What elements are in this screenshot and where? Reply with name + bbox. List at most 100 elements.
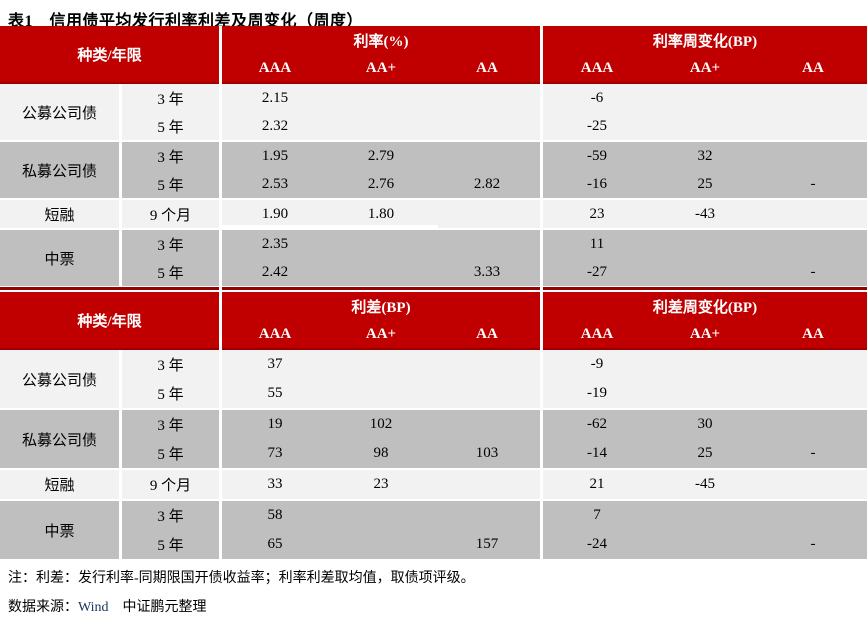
rating-header: AAA	[543, 54, 651, 82]
value-cell	[434, 350, 540, 379]
tables-container: 种类/年限 利率(%) 利率周变化(BP) AAA AAA AA+ AA+ AA AA 公募公司债…	[0, 26, 867, 559]
source-prefix: 数据来源：	[8, 600, 78, 615]
value-cell: -9	[543, 350, 651, 379]
value-cell	[759, 230, 867, 258]
value-cell: 7	[543, 501, 651, 530]
value-cell	[328, 530, 434, 559]
rating-header: AA	[434, 54, 540, 82]
value-cell	[434, 470, 540, 499]
table-divider	[0, 287, 867, 290]
value-cell: -6	[543, 84, 651, 112]
term-cell: 9 个月	[122, 470, 219, 499]
category-cell: 私募公司债	[0, 142, 119, 198]
term-cell: 3 年	[122, 230, 219, 258]
category-cell: 中票	[0, 501, 119, 559]
header-bottom-line	[543, 348, 867, 350]
divider-segment	[543, 287, 867, 290]
rating-header: AA+	[328, 320, 434, 348]
category-cell: 私募公司债	[0, 410, 119, 468]
value-cell	[759, 112, 867, 140]
value-cell: 102	[328, 410, 434, 439]
term-cell: 3 年	[122, 410, 219, 439]
value-cell: 1.80	[328, 200, 434, 228]
value-cell	[328, 258, 434, 286]
term-cell: 3 年	[122, 501, 219, 530]
value-cell	[328, 501, 434, 530]
cell-border-artifact	[222, 225, 438, 228]
term-cell: 3 年	[122, 350, 219, 379]
value-cell: 73	[222, 439, 328, 468]
value-cell: 1.95	[222, 142, 328, 170]
term-cell: 5 年	[122, 170, 219, 198]
value-cell: 19	[222, 410, 328, 439]
value-cell	[328, 112, 434, 140]
left-section-header: 利率(%)	[222, 26, 540, 54]
value-cell: 33	[222, 470, 328, 499]
value-cell: -	[759, 258, 867, 286]
right-section-header: 利差周变化(BP)	[543, 292, 867, 320]
value-cell: 58	[222, 501, 328, 530]
corner-header: 种类/年限	[0, 26, 219, 82]
value-cell: 25	[651, 439, 759, 468]
divider-segment	[0, 287, 219, 290]
data-table-1: 种类/年限 利率(%) 利率周变化(BP) AAA AAA AA+ AA+ AA AA 公募公司债…	[0, 26, 867, 286]
value-cell: -	[759, 530, 867, 559]
value-cell: 21	[543, 470, 651, 499]
term-cell: 5 年	[122, 258, 219, 286]
value-cell	[759, 350, 867, 379]
value-cell: 2.32	[222, 112, 328, 140]
rating-header: AAA	[222, 54, 328, 82]
value-cell: 1.90	[222, 200, 328, 228]
data-table-2: 种类/年限 利差(BP) 利差周变化(BP) AAA AAA AA+ AA+ AA AA 公募公司…	[0, 292, 867, 559]
value-cell: -27	[543, 258, 651, 286]
value-cell	[328, 84, 434, 112]
value-cell	[759, 410, 867, 439]
term-cell: 5 年	[122, 530, 219, 559]
category-cell: 短融	[0, 200, 119, 228]
value-cell	[651, 112, 759, 140]
value-cell: -59	[543, 142, 651, 170]
rating-header: AA	[759, 320, 867, 348]
source-org: 中证鹏元整理	[122, 600, 207, 615]
term-cell: 5 年	[122, 112, 219, 140]
value-cell	[434, 379, 540, 408]
value-cell: 2.53	[222, 170, 328, 198]
value-cell: 2.76	[328, 170, 434, 198]
value-cell	[434, 142, 540, 170]
data-source-line: 数据来源：Wind 中证鹏元整理	[8, 593, 867, 622]
value-cell	[328, 379, 434, 408]
value-cell	[434, 84, 540, 112]
divider-segment	[222, 287, 540, 290]
header-bottom-line	[543, 82, 867, 84]
value-cell	[651, 230, 759, 258]
value-cell: 65	[222, 530, 328, 559]
value-cell	[759, 501, 867, 530]
value-cell: 25	[651, 170, 759, 198]
value-cell	[651, 530, 759, 559]
value-cell: 3.33	[434, 258, 540, 286]
value-cell	[651, 258, 759, 286]
rating-header: AAA	[222, 320, 328, 348]
source-wind: Wind	[78, 600, 109, 615]
term-cell: 5 年	[122, 379, 219, 408]
value-cell: 23	[328, 470, 434, 499]
category-cell: 中票	[0, 230, 119, 286]
value-cell: 23	[543, 200, 651, 228]
term-cell: 3 年	[122, 142, 219, 170]
value-cell	[651, 501, 759, 530]
header-bottom-line	[0, 82, 219, 84]
value-cell: -45	[651, 470, 759, 499]
value-cell	[434, 230, 540, 258]
rating-header: AA+	[651, 320, 759, 348]
table-title: 表1 信用债平均发行利率利差及周变化（周度）	[8, 13, 364, 30]
value-cell	[651, 84, 759, 112]
value-cell: 2.79	[328, 142, 434, 170]
value-cell	[651, 350, 759, 379]
value-cell	[759, 84, 867, 112]
value-cell	[434, 410, 540, 439]
value-cell: -16	[543, 170, 651, 198]
value-cell: 157	[434, 530, 540, 559]
rating-header: AA	[434, 320, 540, 348]
right-section-header: 利率周变化(BP)	[543, 26, 867, 54]
value-cell	[434, 200, 540, 228]
